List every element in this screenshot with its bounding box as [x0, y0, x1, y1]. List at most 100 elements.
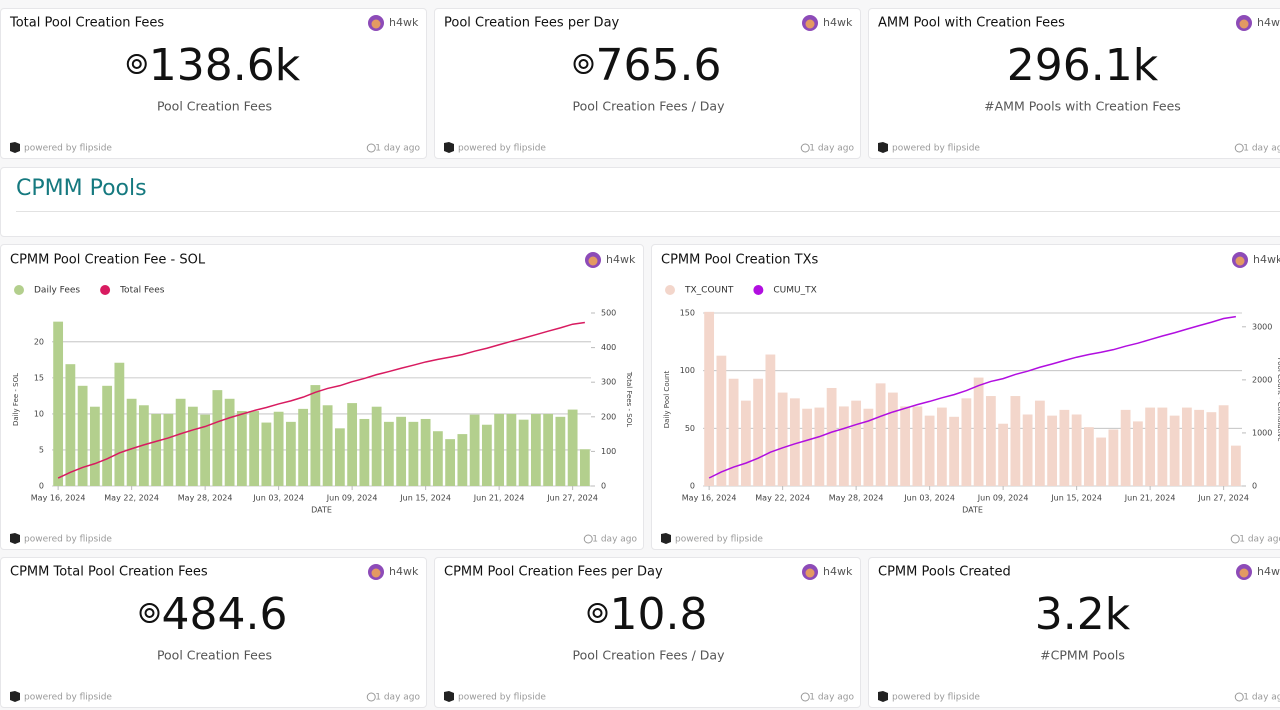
- y-tick-label: 20: [34, 337, 44, 346]
- bar: [506, 413, 517, 486]
- bar: [310, 385, 321, 486]
- line: [708, 315, 1236, 479]
- x-axis-label: DATE: [962, 506, 983, 515]
- bar: [740, 400, 751, 486]
- bar: [875, 383, 886, 486]
- clock-icon: [800, 143, 810, 153]
- kpi-value: 10.8: [610, 589, 708, 640]
- bar: [212, 390, 223, 486]
- card-title: CPMM Pools Created: [878, 565, 1011, 580]
- updated: 1 day ago: [592, 535, 637, 545]
- bar: [285, 421, 296, 486]
- powered-by: powered by flipside: [24, 144, 112, 154]
- bar: [261, 422, 272, 486]
- x-tick-label: May 16, 2024: [31, 494, 86, 503]
- updated: 1 day ago: [1243, 144, 1280, 154]
- bar: [1169, 415, 1180, 486]
- y2-tick-label: 1000: [1252, 428, 1272, 437]
- sol-icon-inner: [131, 59, 142, 69]
- y-tick-label: 0: [690, 482, 695, 491]
- flipside-logo: [10, 142, 20, 153]
- avatar-face: [371, 568, 381, 578]
- bar: [579, 449, 590, 486]
- chart-card: CPMM Pool Creation TXs h4wk powered by fli…: [651, 244, 1280, 550]
- bar: [1181, 407, 1192, 486]
- bar: [924, 415, 935, 486]
- bar: [1218, 405, 1229, 486]
- bar: [1047, 415, 1058, 486]
- flipside-logo: [661, 533, 671, 544]
- avatar-face: [588, 256, 598, 266]
- sol-icon: [126, 54, 147, 74]
- bar: [77, 385, 88, 486]
- bar: [1206, 412, 1217, 486]
- avatar-face: [1239, 568, 1249, 578]
- bar: [151, 413, 162, 486]
- kpi-subtitle: Pool Creation Fees / Day: [573, 648, 726, 663]
- y-axis-label: Daily Pool Count: [663, 371, 671, 429]
- y2-tick-label: 0: [601, 482, 606, 491]
- bar: [555, 416, 566, 486]
- author: h4wk: [606, 253, 636, 266]
- bar: [814, 407, 825, 486]
- bar: [1108, 429, 1119, 486]
- clock-icon: [583, 534, 593, 544]
- bar: [802, 408, 813, 486]
- bar: [1230, 445, 1241, 486]
- divider: [16, 211, 1280, 212]
- bar: [1096, 437, 1107, 486]
- bar: [900, 406, 911, 486]
- kpi-subtitle: #CPMM Pools: [1040, 648, 1125, 663]
- author: h4wk: [823, 565, 853, 578]
- kpi-svg: CPMM Total Pool Creation Fees h4wk powered…: [10, 564, 420, 703]
- bar: [863, 408, 874, 486]
- bar: [494, 413, 505, 486]
- bar: [249, 411, 260, 486]
- x-tick-label: Jun 03, 2024: [252, 494, 304, 503]
- author: h4wk: [389, 16, 419, 29]
- legend-label: Total Fees: [119, 286, 165, 296]
- bar: [396, 416, 407, 486]
- bar: [163, 413, 174, 486]
- x-tick-label: Jun 21, 2024: [1124, 494, 1176, 503]
- powered-by: powered by flipside: [892, 693, 980, 703]
- kpi-svg: CPMM Pool Creation Fees per Day h4wk power…: [444, 564, 854, 703]
- updated: 1 day ago: [375, 144, 420, 154]
- powered-by: powered by flipside: [24, 535, 112, 545]
- sol-icon-inner: [144, 608, 155, 618]
- bar: [765, 354, 776, 486]
- bar: [200, 414, 211, 486]
- legend-label: Daily Fees: [34, 286, 80, 296]
- author: h4wk: [1253, 253, 1280, 266]
- section-title: CPMM Pools: [16, 176, 147, 201]
- bar: [445, 439, 456, 486]
- y-tick-label: 150: [680, 309, 695, 318]
- card-title: CPMM Pool Creation Fees per Day: [444, 565, 663, 580]
- bar: [114, 362, 125, 486]
- section-card: CPMM Pools: [0, 167, 1280, 237]
- y2-axis-label: Pool Count - Cumulative: [1276, 357, 1280, 441]
- flipside-logo: [10, 691, 20, 702]
- kpi-value: 296.1k: [1007, 40, 1159, 91]
- bar: [1034, 400, 1045, 486]
- flipside-logo: [878, 691, 888, 702]
- bar: [420, 418, 431, 486]
- bar: [985, 396, 996, 486]
- y2-tick-label: 2000: [1252, 375, 1272, 384]
- legend-marker: [100, 285, 111, 295]
- y2-tick-label: 400: [601, 343, 616, 352]
- x-tick-label: Jun 21, 2024: [473, 494, 525, 503]
- bar: [347, 403, 358, 486]
- author: h4wk: [1257, 16, 1280, 29]
- bar: [1145, 407, 1156, 486]
- kpi-value: 138.6k: [149, 40, 301, 91]
- bar: [936, 407, 947, 486]
- x-tick-label: May 16, 2024: [682, 494, 737, 503]
- powered-by: powered by flipside: [458, 693, 546, 703]
- bar: [1083, 427, 1094, 486]
- bar: [1132, 421, 1143, 486]
- clock-icon: [1234, 692, 1244, 702]
- kpi-value: 765.6: [596, 40, 722, 91]
- y-tick-label: 5: [39, 445, 44, 454]
